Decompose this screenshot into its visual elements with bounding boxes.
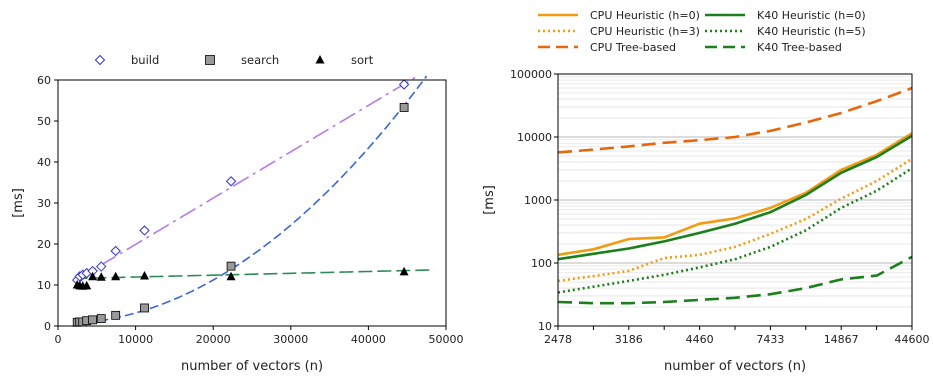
- right-y-tick-label: 100000: [510, 68, 552, 81]
- right-legend-label: CPU Heuristic (h=0): [590, 9, 700, 22]
- right-legend-label: CPU Heuristic (h=3): [590, 25, 700, 38]
- series-line-cpu-heuristic-h-3-: [557, 157, 913, 283]
- right-x-tick-label: 4460: [686, 333, 714, 346]
- series-line-cpu-tree-based: [557, 86, 913, 154]
- search-point: [140, 303, 149, 313]
- right-legend-label: K40 Heuristic (h=0): [757, 9, 866, 22]
- sort-point: [399, 266, 409, 276]
- left-y-tick-label: 0: [44, 320, 51, 333]
- series-line-k40-heuristic-h-0-: [557, 134, 913, 261]
- right-tick-labels: 10 100 1000 10000 100000 2478 3186 4460 7433 1486…: [510, 68, 930, 346]
- right-y-tick-label: 10000: [517, 131, 552, 144]
- legend-build-marker: [94, 54, 106, 66]
- build-point: [398, 79, 410, 90]
- right-legend-label: CPU Tree-based: [590, 41, 676, 54]
- search-point: [399, 103, 409, 112]
- right-series-lines: [557, 86, 913, 305]
- right-x-tick-label: 2478: [544, 333, 572, 346]
- search-point: [111, 310, 121, 320]
- sort-point: [111, 271, 121, 281]
- right-chart: CPU Heuristic (h=0) K40 Heuristic (h=0) CP…: [482, 9, 930, 374]
- sort-point: [226, 271, 236, 281]
- search-point: [96, 314, 106, 324]
- left-y-tick-label: 20: [37, 238, 51, 251]
- build-point: [96, 261, 107, 272]
- build-point: [139, 225, 150, 236]
- legend-label-sort: sort: [351, 53, 374, 67]
- series-line-k40-tree-based: [557, 255, 913, 305]
- left-x-tick-label: 20000: [196, 333, 231, 346]
- sort-point: [82, 280, 92, 290]
- left-plot-frame: [57, 79, 447, 327]
- left-fit-curves: [73, 75, 435, 325]
- right-x-tick-label: 44600: [895, 333, 930, 346]
- right-y-tick-label: 1000: [524, 194, 552, 207]
- left-y-axis-label: [ms]: [11, 188, 26, 218]
- search-point: [226, 261, 236, 271]
- series-line-k40-heuristic-h-5-: [557, 167, 913, 294]
- right-x-tick-label: 3186: [615, 333, 643, 346]
- left-x-axis-label: number of vectors (n): [181, 359, 323, 374]
- right-grid: [558, 73, 912, 327]
- legend-search-marker: [205, 55, 215, 65]
- right-y-tick-label: 10: [538, 320, 552, 333]
- left-y-tick-label: 50: [37, 115, 51, 128]
- right-y-axis-label: [ms]: [482, 185, 497, 215]
- right-legend: CPU Heuristic (h=0) K40 Heuristic (h=0) CP…: [538, 9, 866, 54]
- right-x-tick-label: 7433: [756, 333, 784, 346]
- sort-point: [96, 272, 106, 281]
- right-y-tick-label: 100: [531, 257, 552, 270]
- legend-sort-marker: [315, 55, 325, 64]
- left-fit-curve-build: [73, 75, 418, 283]
- left-x-tick-label: 10000: [118, 333, 153, 346]
- left-x-tick-label: 40000: [351, 333, 386, 346]
- right-legend-label: K40 Heuristic (h=5): [757, 25, 866, 38]
- left-fit-curve-search: [73, 75, 428, 325]
- right-legend-label: K40 Tree-based: [757, 41, 842, 54]
- left-fit-curve-sort: [73, 269, 435, 280]
- left-x-tick-label: 0: [55, 333, 62, 346]
- legend-label-build: build: [131, 53, 159, 67]
- left-chart: build search sort 0 10000 20000 30000 40000 500…: [11, 53, 464, 374]
- left-y-tick-label: 10: [37, 279, 51, 292]
- series-line-cpu-heuristic-h-0-: [557, 132, 913, 257]
- left-legend: build search sort: [94, 53, 374, 67]
- left-y-tick-label: 40: [37, 156, 51, 169]
- left-x-tick-label: 50000: [429, 333, 464, 346]
- sort-point: [140, 270, 150, 280]
- search-point: [88, 315, 98, 325]
- left-x-tick-label: 30000: [273, 333, 308, 346]
- left-tick-labels: 0 10000 20000 30000 40000 50000 0 10 20 30 40 50 60: [37, 74, 464, 346]
- build-point: [225, 176, 237, 187]
- left-y-tick-label: 60: [37, 74, 51, 87]
- build-point: [110, 245, 121, 257]
- right-x-tick-label: 14867: [824, 333, 859, 346]
- left-y-tick-label: 30: [37, 197, 51, 210]
- right-x-axis-label: number of vectors (n): [664, 359, 806, 374]
- sort-point: [88, 271, 98, 281]
- left-data-points: [72, 79, 410, 327]
- legend-label-search: search: [241, 53, 279, 67]
